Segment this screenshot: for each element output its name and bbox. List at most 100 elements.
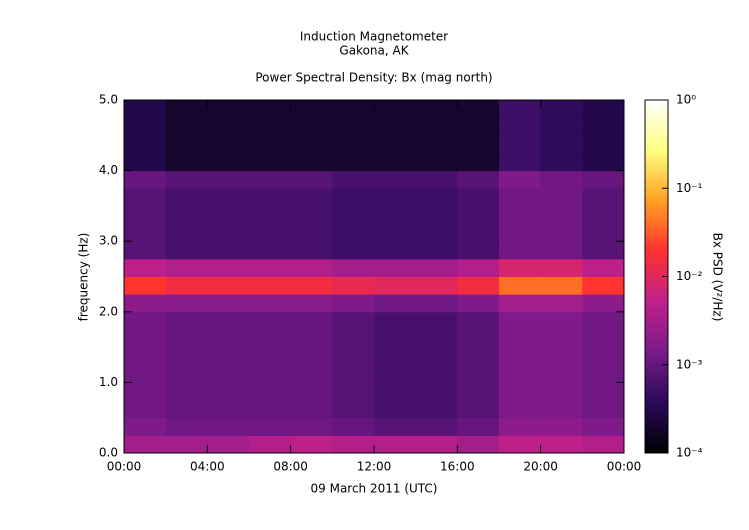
heatmap-cell — [457, 258, 500, 277]
heatmap-cell — [415, 152, 458, 172]
heatmap-cell — [165, 311, 208, 330]
heatmap-cell — [540, 135, 583, 154]
heatmap-cell — [207, 276, 250, 295]
heatmap-cell — [332, 117, 375, 136]
heatmap-cell — [165, 400, 208, 419]
heatmap-cell — [540, 417, 583, 436]
heatmap-cell — [249, 417, 292, 436]
heatmap-cell — [457, 152, 500, 172]
heatmap-cell — [540, 311, 583, 330]
heatmap-cell — [165, 347, 208, 366]
heatmap-cell — [165, 329, 208, 348]
heatmap-cell — [165, 117, 208, 136]
heatmap-cell — [415, 347, 458, 366]
heatmap-cell — [415, 276, 458, 295]
heatmap-cell — [582, 276, 625, 295]
heatmap-cell — [290, 294, 333, 313]
heatmap-cell — [582, 294, 625, 313]
heatmap-cell — [499, 311, 542, 330]
heatmap-cell — [290, 347, 333, 366]
heatmap-cell — [124, 382, 167, 401]
heatmap-cell — [499, 205, 542, 225]
heatmap-cell — [332, 241, 375, 260]
heatmap-cell — [207, 205, 250, 225]
heatmap-cell — [540, 382, 583, 401]
heatmap-cell — [124, 223, 167, 242]
heatmap-cell — [374, 170, 417, 189]
heatmap-cell — [165, 276, 208, 295]
heatmap-cell — [207, 100, 250, 119]
heatmap-cell — [540, 205, 583, 225]
heatmap-cell — [415, 258, 458, 277]
colorbar-tick-label: 10⁻⁴ — [676, 446, 703, 460]
heatmap-cell — [457, 435, 500, 454]
heatmap-cell — [457, 170, 500, 189]
heatmap-cell — [415, 100, 458, 119]
heatmap-cell — [374, 205, 417, 225]
heatmap-cell — [374, 382, 417, 401]
plot-title: Power Spectral Density: Bx (mag north) — [255, 71, 492, 85]
heatmap-cell — [165, 205, 208, 225]
heatmap-cell — [457, 241, 500, 260]
heatmap-cell — [540, 100, 583, 119]
x-tick-label: 08:00 — [273, 460, 308, 474]
heatmap-cell — [290, 276, 333, 295]
heatmap-cell — [540, 347, 583, 366]
heatmap-cell — [457, 188, 500, 207]
heatmap-cell — [415, 241, 458, 260]
heatmap-cell — [332, 347, 375, 366]
heatmap-cell — [165, 170, 208, 189]
heatmap-cell — [499, 100, 542, 119]
heatmap-cell — [499, 364, 542, 383]
heatmap-cell — [415, 400, 458, 419]
heatmap-cell — [124, 417, 167, 436]
heatmap-cell — [540, 364, 583, 383]
heatmap-cell — [290, 241, 333, 260]
heatmap-cell — [290, 205, 333, 225]
heatmap-cell — [582, 241, 625, 260]
heatmap-cell — [415, 294, 458, 313]
heatmap-cell — [207, 258, 250, 277]
heatmap-cell — [124, 276, 167, 295]
heatmap-cell — [290, 382, 333, 401]
chart-title: Induction Magnetometer — [300, 30, 448, 44]
heatmap-cell — [124, 258, 167, 277]
heatmap-cell — [165, 258, 208, 277]
heatmap-cell — [332, 205, 375, 225]
heatmap-cell — [457, 400, 500, 419]
heatmap-cell — [499, 170, 542, 189]
heatmap-cell — [207, 223, 250, 242]
heatmap-cell — [499, 152, 542, 172]
heatmap-cell — [415, 364, 458, 383]
heatmap-cell — [249, 311, 292, 330]
heatmap-cell — [457, 329, 500, 348]
heatmap-cell — [124, 188, 167, 207]
heatmap-cell — [457, 347, 500, 366]
heatmap-cell — [165, 188, 208, 207]
heatmap-cell — [540, 258, 583, 277]
colorbar-label: Bx PSD (V²/Hz) — [711, 233, 725, 322]
heatmap-cell — [207, 311, 250, 330]
heatmap-cell — [582, 364, 625, 383]
heatmap-cell — [415, 135, 458, 154]
heatmap-cell — [374, 117, 417, 136]
heatmap-cell — [374, 435, 417, 454]
y-tick-label: 3.0 — [99, 234, 118, 248]
heatmap-cell — [165, 223, 208, 242]
heatmap-cell — [332, 400, 375, 419]
heatmap-cell — [457, 117, 500, 136]
heatmap-cell — [540, 170, 583, 189]
heatmap-cell — [582, 152, 625, 172]
heatmap-cell — [582, 329, 625, 348]
heatmap-cell — [124, 329, 167, 348]
heatmap-cell — [124, 311, 167, 330]
heatmap-cell — [582, 417, 625, 436]
heatmap-cell — [207, 241, 250, 260]
heatmap-cell — [249, 170, 292, 189]
heatmap-cell — [290, 100, 333, 119]
heatmap-cell — [374, 400, 417, 419]
heatmap-cell — [540, 294, 583, 313]
heatmap-cell — [207, 364, 250, 383]
heatmap-cell — [124, 294, 167, 313]
heatmap-cell — [207, 135, 250, 154]
